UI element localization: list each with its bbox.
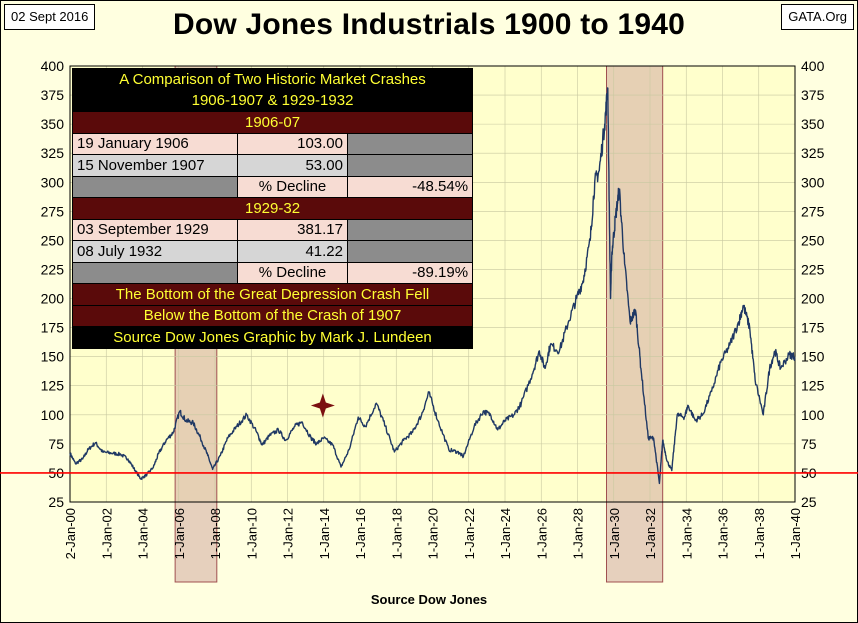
x-tick-label: 1-Jan-08 [208, 508, 223, 559]
note-line1: The Bottom of the Great Depression Crash… [71, 283, 474, 306]
y-tick-label-left: 225 [41, 261, 65, 277]
y-tick-label-left: 275 [41, 203, 65, 219]
y-tick-label-right: 200 [801, 291, 825, 307]
x-tick-label: 2-Jan-00 [63, 508, 78, 559]
x-tick-label: 1-Jan-20 [426, 508, 441, 559]
crash2-decline-label: % Decline [237, 261, 348, 284]
x-tick-label: 1-Jan-02 [99, 508, 114, 559]
table-title-line2: 1906-1907 & 1929-1932 [71, 89, 474, 112]
x-tick-label: 1-Jan-30 [607, 508, 622, 559]
table-title-line1: A Comparison of Two Historic Market Cras… [71, 68, 474, 91]
x-tick-label: 1-Jan-40 [788, 508, 803, 559]
y-tick-label-left: 125 [41, 378, 65, 394]
empty-cell [72, 175, 238, 198]
y-tick-label-left: 200 [41, 291, 65, 307]
crash2-peak-value: 381.17 [237, 218, 348, 241]
source-stamp: GATA.Org [781, 4, 854, 30]
empty-cell [346, 240, 474, 263]
y-tick-label-left: 400 [41, 58, 65, 74]
table-row: 03 September 1929 381.17 [72, 218, 474, 241]
y-tick-label-right: 150 [801, 349, 825, 365]
y-tick-label-left: 150 [41, 349, 65, 365]
note-row: Below the Bottom of the Crash of 1907 [71, 304, 474, 327]
crash1-trough-value: 53.00 [237, 154, 348, 177]
crash2-peak-date: 03 September 1929 [72, 218, 238, 241]
y-tick-label-left: 175 [41, 320, 65, 336]
y-tick-label-right: 350 [801, 116, 825, 132]
y-tick-label-left: 350 [41, 116, 65, 132]
y-tick-label-right: 175 [801, 320, 825, 336]
y-tick-label-right: 125 [801, 378, 825, 394]
y-tick-label-left: 300 [41, 174, 65, 190]
y-tick-label-right: 250 [801, 232, 825, 248]
table-row: 08 July 1932 41.22 [72, 240, 474, 263]
highlight-band [606, 65, 664, 583]
table-title-row: A Comparison of Two Historic Market Cras… [71, 68, 474, 91]
crash2-trough-date: 08 July 1932 [72, 240, 238, 263]
table-row: 19 January 1906 103.00 [72, 132, 474, 155]
x-tick-label: 1-Jan-10 [244, 508, 259, 559]
x-tick-label: 1-Jan-36 [716, 508, 731, 559]
y-tick-label-right: 300 [801, 174, 825, 190]
credit-row: Source Dow Jones Graphic by Mark J. Lund… [71, 326, 474, 349]
crash2-heading: 1929-32 [71, 197, 474, 220]
y-tick-label-right: 75 [801, 436, 817, 452]
x-tick-label: 1-Jan-18 [389, 508, 404, 559]
crash1-decline-label: % Decline [237, 175, 348, 198]
table-row: % Decline -48.54% [72, 175, 474, 198]
x-tick-label: 1-Jan-22 [462, 508, 477, 559]
crash1-heading: 1906-07 [71, 111, 474, 134]
y-tick-label-left: 325 [41, 145, 65, 161]
x-tick-label: 1-Jan-06 [172, 508, 187, 559]
crash2-trough-value: 41.22 [237, 240, 348, 263]
note-row: The Bottom of the Great Depression Crash… [71, 283, 474, 306]
crash2-heading-row: 1929-32 [71, 197, 474, 220]
x-tick-label: 1-Jan-38 [752, 508, 767, 559]
star-marker-icon [310, 393, 335, 418]
crash-comparison-table: A Comparison of Two Historic Market Cras… [71, 68, 474, 349]
crash1-heading-row: 1906-07 [71, 111, 474, 134]
y-tick-label-right: 375 [801, 87, 825, 103]
x-tick-label: 1-Jan-12 [281, 508, 296, 559]
credit-line: Source Dow Jones Graphic by Mark J. Lund… [71, 326, 474, 349]
chart-title: Dow Jones Industrials 1900 to 1940 [173, 8, 685, 41]
note-line2: Below the Bottom of the Crash of 1907 [71, 304, 474, 327]
y-tick-label-right: 275 [801, 203, 825, 219]
empty-cell [346, 218, 474, 241]
y-tick-label-right: 25 [801, 494, 817, 510]
x-tick-label: 1-Jan-32 [643, 508, 658, 559]
x-tick-label: 1-Jan-24 [498, 508, 513, 559]
y-tick-label-right: 225 [801, 261, 825, 277]
x-tick-label: 1-Jan-04 [136, 508, 151, 559]
date-stamp: 02 Sept 2016 [4, 4, 96, 30]
y-tick-label-right: 400 [801, 58, 825, 74]
empty-cell [72, 261, 238, 284]
crash1-peak-value: 103.00 [237, 132, 348, 155]
x-tick-label: 1-Jan-28 [571, 508, 586, 559]
y-tick-label-right: 100 [801, 407, 825, 423]
y-tick-label-right: 325 [801, 145, 825, 161]
x-axis-label: Source Dow Jones [370, 592, 488, 607]
table-row: 15 November 1907 53.00 [72, 154, 474, 177]
empty-cell [346, 154, 474, 177]
table-title-row: 1906-1907 & 1929-1932 [71, 89, 474, 112]
x-tick-label: 1-Jan-16 [353, 508, 368, 559]
crash1-peak-date: 19 January 1906 [72, 132, 238, 155]
plot-border [69, 65, 796, 503]
y-tick-label-left: 25 [48, 494, 64, 510]
crash2-decline-value: -89.19% [346, 261, 474, 284]
table-row: % Decline -89.19% [72, 261, 474, 284]
y-tick-label-left: 375 [41, 87, 65, 103]
empty-cell [346, 132, 474, 155]
y-tick-label-left: 250 [41, 232, 65, 248]
x-tick-label: 1-Jan-14 [317, 508, 332, 559]
y-tick-label-left: 75 [48, 436, 64, 452]
y-tick-label-left: 100 [41, 407, 65, 423]
crash1-trough-date: 15 November 1907 [72, 154, 238, 177]
x-tick-label: 1-Jan-26 [534, 508, 549, 559]
x-tick-label: 1-Jan-34 [679, 508, 694, 559]
dow-series-line [69, 87, 796, 485]
crash1-decline-value: -48.54% [346, 175, 474, 198]
